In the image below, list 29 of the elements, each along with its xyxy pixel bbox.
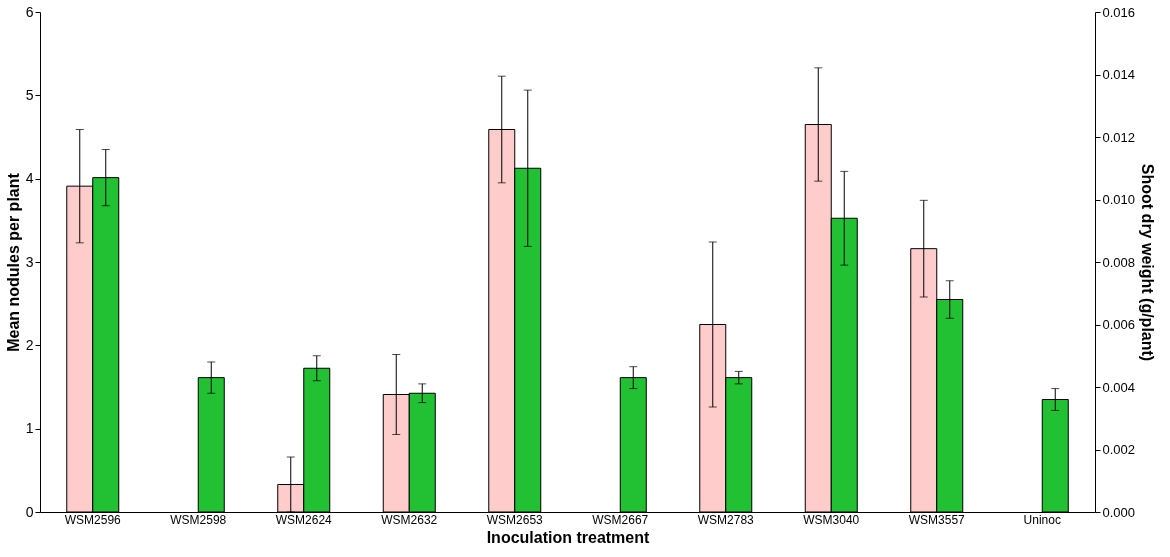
x-tick-label: WSM2667 (592, 512, 649, 527)
x-tick-label: WSM2596 (64, 512, 122, 527)
y-tick-label: 6 (25, 3, 34, 20)
x-tick-label: Uninoc (1023, 512, 1061, 527)
y2-tick-label: 0.016 (1102, 4, 1136, 20)
y-tick-label: 3 (25, 253, 34, 270)
y2-tick-label: 0.002 (1102, 442, 1136, 457)
y-tick-label: 4 (25, 170, 34, 187)
x-tick-label: WSM3557 (908, 512, 966, 527)
x-tick-label: WSM2632 (381, 512, 438, 527)
y2-tick-label: 0.014 (1102, 67, 1136, 82)
y2-axis-title: Shoot dry weight (g/plant) (1139, 163, 1157, 362)
x-tick-label: WSM2783 (697, 512, 755, 527)
y2-tick-label: 0.006 (1102, 317, 1136, 332)
y2-tick-label: 0.000 (1102, 504, 1136, 520)
y2-tick-label: 0.008 (1102, 254, 1136, 270)
y2-tick-label: 0.004 (1102, 379, 1136, 395)
x-tick-label: WSM2598 (170, 512, 227, 527)
y-tick-label: 2 (25, 336, 34, 353)
y-tick-label: 0 (25, 503, 34, 520)
y-tick-label: 5 (25, 86, 34, 103)
y-axis-title: Mean nodules per plant (4, 172, 22, 352)
x-tick-label: WSM2624 (275, 512, 333, 527)
y-tick-label: 1 (25, 420, 34, 437)
x-tick-label: WSM3040 (803, 512, 860, 527)
x-axis-title: Inoculation treatment (486, 528, 651, 546)
x-tick-label: WSM2653 (486, 512, 544, 527)
y2-tick-label: 0.010 (1102, 192, 1136, 207)
y2-tick-label: 0.012 (1102, 129, 1136, 145)
